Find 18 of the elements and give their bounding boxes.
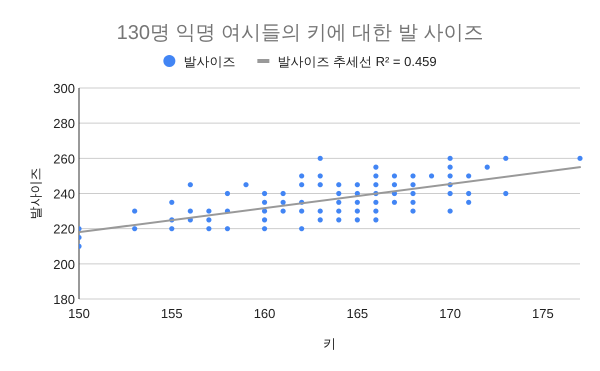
legend-label: 발사이즈 [183, 54, 236, 69]
x-tick-label: 165 [346, 306, 368, 321]
y-tick-label: 260 [53, 151, 75, 166]
y-tick-label: 180 [53, 292, 75, 307]
y-axis-title: 발사이즈 [28, 168, 43, 220]
y-tick-label: 200 [53, 256, 75, 272]
x-tick-label: 155 [160, 306, 183, 321]
y-tick-label: 220 [53, 222, 75, 237]
y-tick-label: 240 [53, 186, 75, 202]
x-axis-title: 키 [323, 336, 336, 351]
legend-label: 발사이즈 추세선 R² = 0.459 [277, 54, 437, 69]
chart-title: 130명 익명 여시들의 키에 대한 발 사이즈 [116, 22, 484, 44]
x-tick-label: 170 [439, 306, 461, 321]
x-tick-label: 175 [532, 306, 554, 321]
x-tick-label: 160 [254, 306, 276, 321]
x-tick-label: 150 [68, 306, 90, 321]
y-tick-label: 280 [53, 116, 75, 132]
y-tick-label: 300 [53, 81, 75, 96]
